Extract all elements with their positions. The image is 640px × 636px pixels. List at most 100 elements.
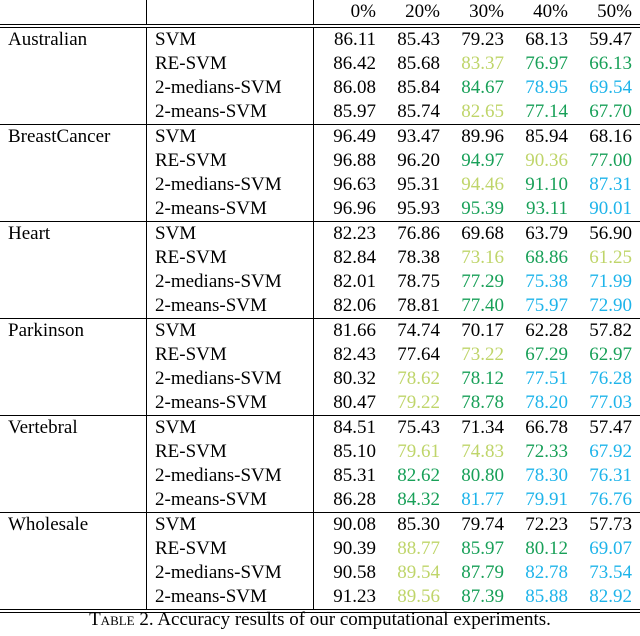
value-cell: 74.74 — [397, 320, 440, 341]
value-cell: 79.91 — [512, 488, 576, 513]
value-cell: 66.13 — [589, 53, 632, 74]
value-cell: 78.62 — [397, 368, 440, 389]
method-cell: SVM — [146, 124, 314, 149]
value-cell: 73.22 — [461, 344, 504, 365]
table-row: RE-SVM 85.10 79.61 74.83 72.33 67.92 — [0, 440, 640, 464]
value-cell: 66.78 — [525, 417, 568, 438]
value-cell: 78.30 — [525, 465, 568, 486]
value-cell: 71.99 — [589, 271, 632, 292]
value-cell: 70.17 — [461, 320, 504, 341]
caption-text: Accuracy results of our computational ex… — [157, 609, 551, 630]
value-cell: 81.66 — [333, 320, 376, 341]
value-cell: 76.97 — [525, 53, 568, 74]
value-cell: 77.64 — [397, 344, 440, 365]
table-row: 2-means-SVM 80.47 79.22 78.78 78.20 77.03 — [0, 391, 640, 416]
value-cell: 78.20 — [512, 391, 576, 416]
dataset-cell — [0, 149, 147, 173]
value-cell: 82.06 — [313, 294, 384, 319]
method-cell: 2-medians-SVM — [146, 270, 314, 294]
value-cell: 86.42 — [333, 53, 376, 74]
value-cell: 73.54 — [589, 562, 632, 583]
value-cell: 82.43 — [333, 344, 376, 365]
value-cell: 77.03 — [576, 391, 640, 416]
dataset-cell — [0, 343, 147, 367]
value-cell: 94.97 — [461, 150, 504, 171]
value-cell: 89.96 — [461, 126, 504, 147]
value-cell: 89.56 — [384, 585, 448, 613]
value-cell: 84.32 — [384, 488, 448, 513]
value-cell: 86.11 — [333, 29, 376, 50]
value-cell: 96.96 — [313, 197, 384, 222]
value-cell: 80.32 — [333, 368, 376, 389]
value-cell: 82.01 — [333, 271, 376, 292]
dataset-cell — [0, 367, 147, 391]
value-cell: 88.77 — [397, 538, 440, 559]
table-row: RE-SVM 96.88 96.20 94.97 90.36 77.00 — [0, 149, 640, 173]
value-cell: 71.34 — [461, 417, 504, 438]
value-cell: 94.46 — [461, 174, 504, 195]
value-cell: 67.70 — [576, 100, 640, 125]
accuracy-table: 0% 20% 30% 40% 50% Australian SVM 86.11 85.… — [0, 0, 640, 613]
value-cell: 93.11 — [512, 197, 576, 222]
table-body: Australian SVM 86.11 85.43 79.23 68.13 59.47 RE… — [0, 26, 640, 613]
value-cell: 90.01 — [576, 197, 640, 222]
value-cell: 89.54 — [397, 562, 440, 583]
method-cell: SVM — [146, 415, 314, 440]
dataset-cell — [0, 76, 147, 100]
table-row: RE-SVM 90.39 88.77 85.97 80.12 69.07 — [0, 537, 640, 561]
dataset-cell — [0, 52, 147, 76]
value-cell: 76.31 — [589, 465, 632, 486]
method-cell: 2-means-SVM — [146, 100, 314, 125]
dataset-cell — [0, 488, 147, 513]
value-cell: 91.23 — [313, 585, 384, 613]
value-cell: 78.38 — [397, 247, 440, 268]
header-20pct: 20% — [405, 1, 440, 22]
value-cell: 57.82 — [589, 320, 632, 341]
dataset-cell — [0, 246, 147, 270]
value-cell: 68.13 — [525, 29, 568, 50]
value-cell: 96.88 — [333, 150, 376, 171]
method-cell: SVM — [146, 26, 314, 52]
method-cell: 2-medians-SVM — [146, 464, 314, 488]
value-cell: 76.28 — [589, 368, 632, 389]
header-50pct: 50% — [597, 1, 632, 22]
value-cell: 72.23 — [525, 514, 568, 535]
table-row: RE-SVM 82.84 78.38 73.16 68.86 61.25 — [0, 246, 640, 270]
dataset-cell: Australian — [0, 26, 147, 52]
dataset-cell: Vertebral — [0, 415, 147, 440]
value-cell: 80.80 — [461, 465, 504, 486]
value-cell: 77.14 — [512, 100, 576, 125]
value-cell: 87.31 — [589, 174, 632, 195]
value-cell: 62.97 — [589, 344, 632, 365]
value-cell: 86.08 — [333, 77, 376, 98]
value-cell: 56.90 — [589, 223, 632, 244]
table-row: Australian SVM 86.11 85.43 79.23 68.13 59.47 — [0, 26, 640, 52]
table-row: 2-means-SVM 85.97 85.74 82.65 77.14 67.70 — [0, 100, 640, 125]
value-cell: 77.51 — [525, 368, 568, 389]
table-row: RE-SVM 86.42 85.68 83.37 76.97 66.13 — [0, 52, 640, 76]
table-row: Parkinson SVM 81.66 74.74 70.17 62.28 57.82 — [0, 318, 640, 343]
header-40pct: 40% — [533, 1, 568, 22]
method-cell: 2-means-SVM — [146, 391, 314, 416]
table-row: 2-means-SVM 96.96 95.93 95.39 93.11 90.01 — [0, 197, 640, 222]
dataset-cell — [0, 440, 147, 464]
dataset-cell — [0, 585, 147, 613]
dataset-cell: Parkinson — [0, 318, 147, 343]
method-cell: RE-SVM — [146, 149, 314, 173]
table-caption: Table 2. Accuracy results of our computa… — [0, 609, 640, 631]
table-row: 2-medians-SVM 86.08 85.84 84.67 78.95 69.54 — [0, 76, 640, 100]
value-cell: 77.00 — [589, 150, 632, 171]
header-0pct: 0% — [350, 1, 376, 22]
method-cell: 2-means-SVM — [146, 585, 314, 613]
table-row: 2-means-SVM 82.06 78.81 77.40 75.97 72.90 — [0, 294, 640, 319]
value-cell: 90.58 — [333, 562, 376, 583]
value-cell: 62.28 — [525, 320, 568, 341]
value-cell: 73.16 — [461, 247, 504, 268]
value-cell: 93.47 — [397, 126, 440, 147]
dataset-cell — [0, 391, 147, 416]
value-cell: 72.90 — [576, 294, 640, 319]
value-cell: 95.39 — [448, 197, 512, 222]
value-cell: 57.47 — [589, 417, 632, 438]
value-cell: 95.93 — [384, 197, 448, 222]
